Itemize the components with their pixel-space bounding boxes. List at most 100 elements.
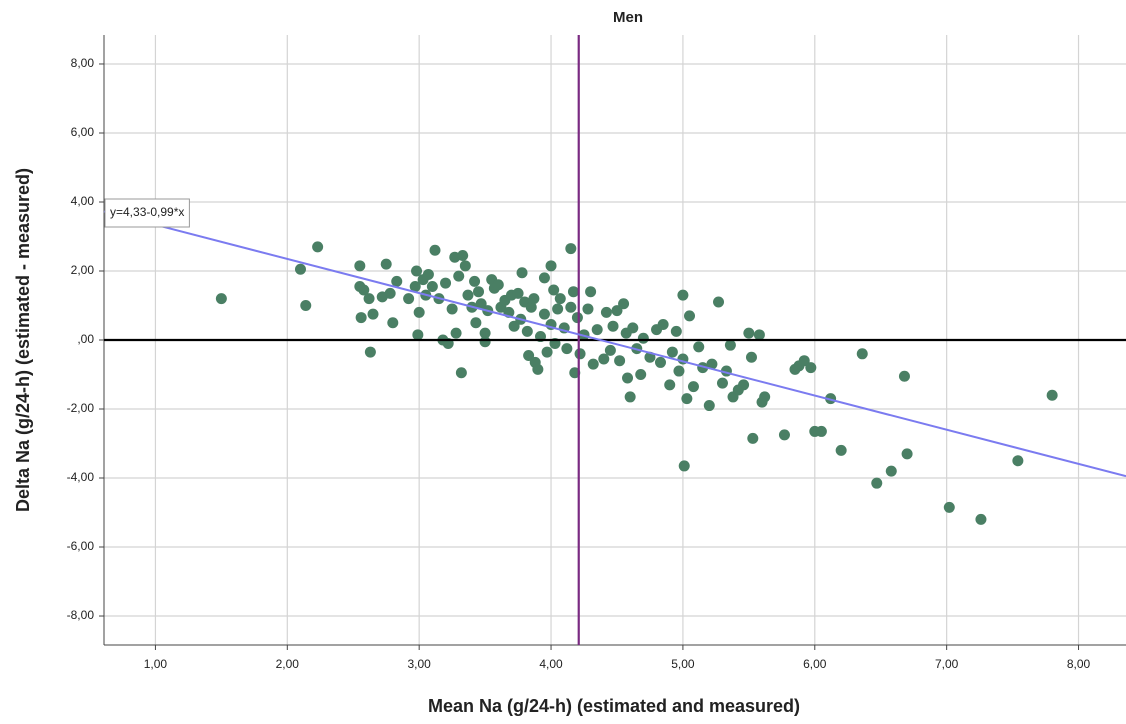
scatter-point <box>591 324 603 336</box>
scatter-point <box>743 327 755 339</box>
scatter-point <box>614 355 626 367</box>
fit-line <box>103 210 1126 478</box>
scatter-point <box>412 329 424 341</box>
scatter-point <box>624 391 636 403</box>
x-axis-label: Mean Na (g/24-h) (estimated and measured… <box>428 696 800 716</box>
scatter-point <box>479 336 491 348</box>
scatter-point <box>508 320 520 332</box>
scatter-point <box>943 501 955 513</box>
scatter-point <box>538 272 550 284</box>
y-tick-label: -4,00 <box>67 470 95 484</box>
x-tick-label: 8,00 <box>1067 657 1091 671</box>
scatter-point <box>898 370 910 382</box>
y-tick-label: 6,00 <box>71 125 95 139</box>
scatter-point <box>975 513 987 525</box>
scatter-point <box>409 281 421 293</box>
scatter-point <box>516 267 528 279</box>
scatter-point <box>363 293 375 305</box>
scatter-point <box>552 303 564 315</box>
scatter-point <box>457 249 469 261</box>
scatter-point <box>294 263 306 275</box>
scatter-point <box>798 355 810 367</box>
scatter-point <box>687 381 699 393</box>
x-tick-label: 7,00 <box>935 657 959 671</box>
scatter-point <box>215 293 227 305</box>
y-tick-label: 8,00 <box>71 56 95 70</box>
scatter-point <box>367 308 379 320</box>
scatter-point <box>747 432 759 444</box>
scatter-point <box>724 339 736 351</box>
chart-title: Men <box>613 9 643 26</box>
scatter-point <box>300 299 312 311</box>
scatter-point <box>778 429 790 441</box>
scatter-point <box>565 243 577 255</box>
scatter-point <box>635 369 647 381</box>
scatter-point <box>411 265 423 277</box>
scatter-point <box>528 293 540 305</box>
y-axis-label: Delta Na (g/24-h) (estimated - measured) <box>13 168 33 512</box>
scatter-point <box>473 286 485 298</box>
scatter-point <box>512 287 524 299</box>
x-tick-label: 3,00 <box>407 657 431 671</box>
scatter-point <box>523 350 535 362</box>
scatter-point <box>657 318 669 330</box>
x-tick-label: 5,00 <box>671 657 695 671</box>
scatter-point <box>525 301 537 313</box>
scatter-point <box>450 327 462 339</box>
scatter-point <box>462 289 474 301</box>
scatter-point <box>1046 389 1058 401</box>
scatter-point <box>565 301 577 313</box>
scatter-point <box>422 268 434 280</box>
scatter-point <box>856 348 868 360</box>
scatter-point <box>545 260 557 272</box>
scatter-point <box>681 393 693 405</box>
scatter-point <box>706 358 718 370</box>
scatter-point <box>574 348 586 360</box>
scatter-point <box>627 322 639 334</box>
x-tick-label: 1,00 <box>144 657 168 671</box>
scatter-point <box>618 298 630 310</box>
y-tick-label: 2,00 <box>71 263 95 277</box>
scatter-point <box>666 346 678 358</box>
y-tick-label: -6,00 <box>67 539 95 553</box>
scatter-point <box>753 329 765 341</box>
scatter-point <box>459 260 471 272</box>
scatter-point <box>805 362 817 374</box>
scatter-point <box>598 353 610 365</box>
scatter-point <box>440 277 452 289</box>
scatter-point <box>600 306 612 318</box>
scatter-point <box>384 287 396 299</box>
scatter-point <box>654 356 666 368</box>
scatter-point <box>453 270 465 282</box>
scatter-point <box>354 260 366 272</box>
scatter-point <box>455 367 467 379</box>
x-tick-label: 4,00 <box>539 657 563 671</box>
scatter-point <box>312 241 324 253</box>
scatter-point <box>571 312 583 324</box>
scatter-point <box>567 286 579 298</box>
scatter-point <box>678 460 690 472</box>
x-tick-label: 6,00 <box>803 657 827 671</box>
scatter-point <box>684 310 696 322</box>
scatter-point <box>871 477 883 489</box>
scatter-point <box>677 289 689 301</box>
scatter-point <box>541 346 553 358</box>
scatter-point <box>521 325 533 337</box>
scatter-point <box>585 286 597 298</box>
scatter-point <box>604 344 616 356</box>
scatter-point <box>885 465 897 477</box>
y-tick-label: ,00 <box>77 332 94 346</box>
scatter-point <box>403 293 415 305</box>
scatter-point <box>446 303 458 315</box>
scatter-point <box>745 351 757 363</box>
scatter-point <box>479 327 491 339</box>
scatter-point <box>622 372 634 384</box>
scatter-point <box>670 325 682 337</box>
y-tick-label: 4,00 <box>71 194 95 208</box>
scatter-point <box>355 312 367 324</box>
scatter-point <box>548 284 560 296</box>
x-tick-label: 2,00 <box>276 657 300 671</box>
scatter-point <box>470 317 482 329</box>
scatter-point <box>716 377 728 389</box>
